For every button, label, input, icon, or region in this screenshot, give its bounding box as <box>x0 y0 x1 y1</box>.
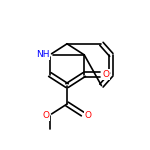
Text: O: O <box>102 70 109 79</box>
Text: O: O <box>85 111 92 120</box>
Text: NH: NH <box>36 50 49 59</box>
Text: O: O <box>42 111 49 120</box>
